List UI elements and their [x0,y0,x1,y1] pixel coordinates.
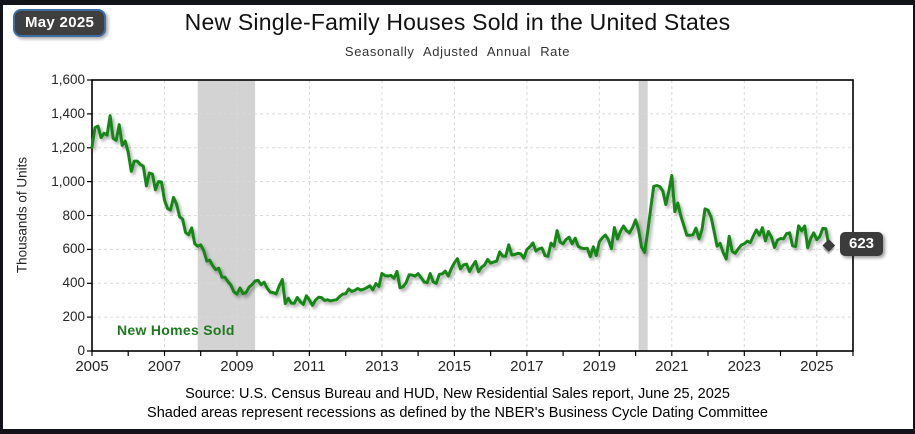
plot-border [91,79,854,352]
frame-left-border [0,0,3,434]
recession-band [638,80,648,351]
chart-subtitle: Seasonally Adjusted Annual Rate [344,44,571,59]
y-tick-label: 1,000 [51,173,85,189]
y-tick-label: 1,200 [51,139,85,155]
recession-note: Shaded areas represent recessions as def… [147,405,768,421]
frame-bottom-border [0,429,915,434]
x-tick-label: 2021 [655,358,689,375]
y-tick-label: 200 [62,309,85,325]
x-tick-label: 2025 [800,358,834,375]
x-tick-label: 2019 [582,358,617,375]
x-tick-label: 2007 [147,358,182,375]
y-tick-label: 1,600 [51,72,85,87]
frame-right-border [913,0,915,434]
y-tick-label: 1,400 [51,105,85,121]
y-tick-label: 400 [62,275,85,291]
x-tick-label: 2005 [75,358,109,375]
x-tick-label: 2013 [365,358,399,375]
y-tick-label: 0 [77,343,85,358]
last-point-marker [822,239,836,252]
series-legend-label: New Homes Sold [117,322,235,338]
x-tick-label: 2023 [727,358,761,375]
frame-top-border [0,0,915,5]
x-tick-label: 2011 [293,358,326,375]
new-homes-sold-line [90,114,831,307]
date-badge: May 2025 [13,9,107,37]
x-tick-label: 2017 [510,358,544,375]
y-tick-label: 800 [62,207,85,223]
y-tick-label: 600 [62,241,85,257]
chart-title: New Single-Family Houses Sold in the Uni… [184,9,731,35]
last-value-callout: 623 [840,232,884,256]
x-tick-label: 2009 [220,358,254,375]
source-note: Source: U.S. Census Bureau and HUD, New … [185,386,730,402]
x-tick-label: 2015 [437,358,472,375]
